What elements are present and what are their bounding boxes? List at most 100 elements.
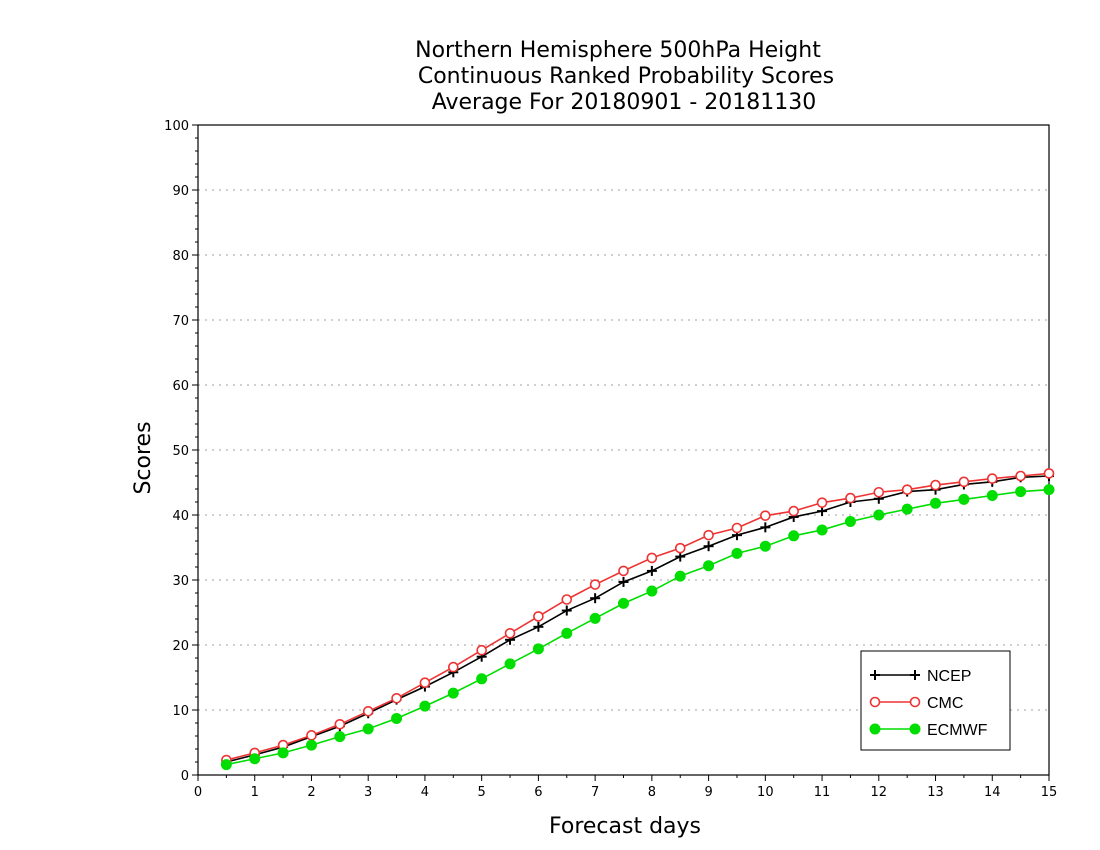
y-tick-label-70: 70 <box>172 314 189 329</box>
data-point-ecmwf-23 <box>873 509 885 521</box>
chart-title-line-1: Northern Hemisphere 500hPa Height <box>415 38 821 63</box>
data-point-cmc-29 <box>1043 468 1055 479</box>
y-tick-label-100: 100 <box>164 119 189 134</box>
y-tick-label-80: 80 <box>172 249 189 264</box>
data-point-cmc-21 <box>816 497 828 508</box>
data-point-cmc-27 <box>986 473 998 484</box>
legend-label-cmc: CMC <box>927 695 963 712</box>
legend-marker-left-cmc <box>869 696 881 708</box>
series-lines <box>220 468 1055 771</box>
series-ecmwf <box>220 484 1055 771</box>
legend-marker-right-cmc <box>909 696 921 708</box>
y-tick-label-20: 20 <box>172 639 189 654</box>
data-point-ecmwf-27 <box>986 490 998 501</box>
data-point-cmc-28 <box>1015 470 1026 482</box>
x-tick-label-10: 10 <box>757 785 774 800</box>
y-tick-label-60: 60 <box>172 379 189 394</box>
data-point-ncep-12 <box>561 605 572 616</box>
x-tick-label-0: 0 <box>194 785 202 800</box>
legend-label-ecmwf: ECMWF <box>927 722 988 739</box>
x-tick-label-3: 3 <box>364 785 372 800</box>
data-point-ecmwf-16 <box>674 570 686 582</box>
data-point-ncep-19 <box>760 522 771 533</box>
data-point-ecmwf-4 <box>334 731 346 743</box>
data-point-ecmwf-25 <box>930 497 942 509</box>
y-tick-label-30: 30 <box>172 574 189 589</box>
data-point-ecmwf-13 <box>589 612 601 624</box>
x-tick-label-9: 9 <box>704 785 712 800</box>
y-tick-label-0: 0 <box>181 769 189 784</box>
x-tick-label-13: 13 <box>927 785 944 800</box>
data-point-cmc-5 <box>362 705 374 717</box>
x-tick-label-6: 6 <box>534 785 542 800</box>
x-tick-label-12: 12 <box>871 785 888 800</box>
data-point-ecmwf-22 <box>844 516 856 527</box>
data-point-cmc-19 <box>760 510 771 521</box>
data-point-ecmwf-3 <box>305 739 317 751</box>
data-point-ecmwf-21 <box>816 524 828 536</box>
legend-entry-ecmwf: ECMWF <box>869 722 988 739</box>
data-point-cmc-4 <box>334 718 346 730</box>
data-point-ecmwf-11 <box>532 643 544 655</box>
data-point-ecmwf-18 <box>731 547 743 559</box>
data-point-cmc-25 <box>930 479 941 491</box>
data-point-cmc-14 <box>618 565 629 577</box>
data-point-ecmwf-6 <box>391 712 403 724</box>
data-point-ncep-11 <box>533 621 544 632</box>
data-point-cmc-11 <box>533 611 544 622</box>
data-point-ecmwf-19 <box>759 540 771 552</box>
data-point-ecmwf-7 <box>419 700 431 712</box>
data-point-ecmwf-14 <box>618 597 629 609</box>
data-point-ecmwf-15 <box>646 585 658 597</box>
data-point-ecmwf-5 <box>362 723 374 735</box>
data-point-ecmwf-9 <box>476 673 488 685</box>
data-point-ncep-13 <box>590 593 601 604</box>
x-tick-label-7: 7 <box>591 785 599 800</box>
legend-entry-ncep: NCEP <box>870 668 971 685</box>
x-tick-label-14: 14 <box>984 785 1001 800</box>
data-point-ecmwf-0 <box>220 759 232 771</box>
data-point-cmc-6 <box>391 692 402 704</box>
data-point-ncep-14 <box>618 576 629 587</box>
y-tick-label-50: 50 <box>172 444 189 459</box>
chart-title-line-2: Continuous Ranked Probability Scores <box>418 64 834 89</box>
legend-entry-cmc: CMC <box>869 695 963 712</box>
data-point-ncep-15 <box>646 565 657 576</box>
x-tick-label-4: 4 <box>421 785 429 800</box>
y-tick-label-10: 10 <box>172 704 189 719</box>
x-tick-label-15: 15 <box>1041 785 1058 800</box>
data-point-cmc-20 <box>788 505 800 517</box>
data-point-cmc-18 <box>731 522 743 534</box>
data-point-cmc-23 <box>873 486 885 498</box>
y-tick-label-40: 40 <box>172 509 189 524</box>
y-tick-label-90: 90 <box>172 184 189 199</box>
data-point-ecmwf-17 <box>703 560 715 572</box>
data-point-ecmwf-12 <box>561 627 573 639</box>
x-tick-label-11: 11 <box>814 785 831 800</box>
data-point-ecmwf-29 <box>1043 484 1055 496</box>
data-point-ecmwf-1 <box>249 753 261 765</box>
data-point-ecmwf-26 <box>958 493 970 505</box>
data-point-cmc-9 <box>476 644 487 656</box>
grid-lines <box>198 189 1049 711</box>
legend-marker-right-ecmwf <box>909 723 921 735</box>
legend-marker-left-ncep <box>870 670 880 680</box>
data-point-ecmwf-20 <box>788 530 800 542</box>
data-point-cmc-8 <box>447 661 459 673</box>
data-point-ecmwf-28 <box>1015 486 1027 498</box>
data-point-cmc-22 <box>845 492 856 504</box>
x-tick-label-5: 5 <box>478 785 486 800</box>
data-point-cmc-16 <box>674 542 686 554</box>
legend-marker-left-ecmwf <box>869 723 881 735</box>
x-axis-label: Forecast days <box>549 814 701 839</box>
data-point-cmc-7 <box>419 677 431 689</box>
data-point-ecmwf-8 <box>447 687 459 699</box>
data-point-cmc-17 <box>703 529 714 541</box>
y-axis-label: Scores <box>131 421 156 494</box>
series-cmc <box>221 468 1055 766</box>
data-point-cmc-10 <box>504 627 516 639</box>
x-tick-label-1: 1 <box>251 785 259 800</box>
data-point-cmc-24 <box>901 484 913 495</box>
